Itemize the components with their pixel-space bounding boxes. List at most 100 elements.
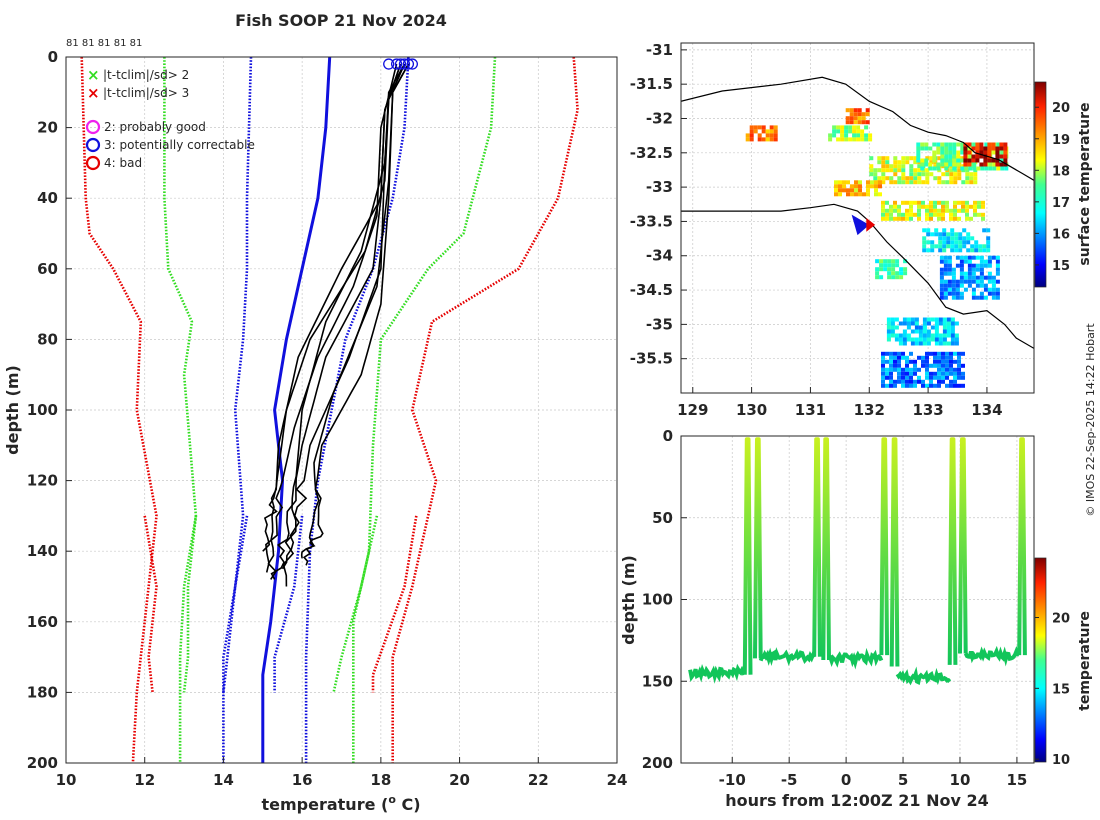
- sst-cell: [905, 371, 909, 376]
- sst-cell: [909, 371, 913, 376]
- sst-cell: [914, 317, 919, 322]
- sst-cell: [991, 275, 996, 280]
- sst-cell: [929, 379, 933, 384]
- sst-cell: [972, 166, 977, 171]
- sst-cell: [901, 367, 905, 372]
- sst-cell: [934, 244, 939, 249]
- sst-cell: [939, 279, 944, 284]
- sst-cell: [845, 116, 850, 121]
- sst-cell: [984, 142, 989, 147]
- sst-cell: [889, 212, 893, 217]
- sst-cell: [845, 108, 850, 113]
- sst-cell: [939, 291, 944, 296]
- sst-cell: [929, 172, 934, 177]
- sst-cell: [1003, 162, 1008, 167]
- sst-cell: [881, 359, 885, 364]
- sst-cell: [977, 200, 981, 205]
- sst-cell: [957, 355, 961, 360]
- sst-cell: [992, 166, 997, 171]
- sst-cell: [960, 166, 965, 171]
- sst-cell: [929, 363, 933, 368]
- map-colorbar-tick-label: 19: [1052, 133, 1070, 148]
- sst-cell: [933, 355, 937, 360]
- sst-cell: [995, 150, 1000, 155]
- sst-cell: [957, 383, 961, 388]
- sst-cell: [925, 367, 929, 372]
- sst-cell: [951, 275, 956, 280]
- timeseries-x-ticks: -10 -5 0 5 10 15: [719, 757, 1027, 789]
- sst-cell: [836, 137, 841, 142]
- sst-cell: [929, 216, 933, 221]
- sst-cell: [842, 188, 846, 193]
- sst-cell: [934, 232, 939, 237]
- sst-cell: [905, 367, 909, 372]
- sst-cell: [939, 295, 944, 300]
- sst-cell: [886, 325, 891, 330]
- sst-heatmap: [745, 108, 1009, 388]
- profile-y-tick-label: 140: [27, 542, 58, 560]
- sst-cell: [942, 236, 947, 241]
- sst-cell: [947, 279, 952, 284]
- sst-cell: [974, 244, 979, 249]
- sst-cell: [963, 287, 968, 292]
- map-axes-frame: [680, 42, 1035, 394]
- sst-cell: [917, 168, 922, 173]
- sst-cell: [925, 176, 930, 181]
- sst-cell: [898, 321, 903, 326]
- sst-cell: [881, 204, 885, 209]
- sst-cell: [973, 176, 978, 181]
- sst-cell: [925, 383, 929, 388]
- sst-cell: [925, 359, 929, 364]
- sst-cell: [930, 317, 935, 322]
- sst-cell: [881, 375, 885, 380]
- climatology-blue-dotted-line: [222, 515, 249, 693]
- sst-cell: [963, 162, 968, 167]
- sst-cell: [937, 371, 941, 376]
- sst-cell: [946, 244, 951, 249]
- sst-cell: [885, 367, 889, 372]
- sst-cell: [959, 255, 964, 260]
- sst-cell: [967, 279, 972, 284]
- sst-cell: [937, 379, 941, 384]
- sst-cell: [899, 275, 904, 280]
- sst-cell: [963, 150, 968, 155]
- sst-cell: [868, 137, 873, 142]
- sst-cell: [885, 168, 890, 173]
- sst-cell: [828, 133, 833, 138]
- sst-cell: [941, 351, 945, 356]
- bottom-tow-segment: [895, 666, 952, 686]
- sst-cell: [749, 133, 754, 138]
- sst-cell: [953, 351, 957, 356]
- sst-cell: [885, 164, 890, 169]
- sst-cell: [921, 359, 925, 364]
- sst-cell: [938, 236, 943, 241]
- sst-cell: [953, 216, 957, 221]
- sst-cell: [898, 333, 903, 338]
- sst-cell: [913, 156, 918, 161]
- sst-cell: [995, 259, 1000, 264]
- sst-cell: [926, 321, 931, 326]
- sst-cell: [890, 325, 895, 330]
- sst-cell: [950, 329, 955, 334]
- sst-cell: [893, 200, 897, 205]
- sst-cell: [909, 383, 913, 388]
- sst-cell: [928, 162, 933, 167]
- sst-cell: [893, 160, 898, 165]
- sst-cell: [929, 375, 933, 380]
- sst-cell: [765, 129, 770, 134]
- profile-x-tick-label: 14: [213, 771, 234, 789]
- sst-cell: [947, 291, 952, 296]
- sst-cell: [901, 383, 905, 388]
- sst-cell: [987, 275, 992, 280]
- sst-cell: [909, 359, 913, 364]
- sst-cell: [757, 137, 762, 142]
- climatology-blue-dotted-line: [304, 57, 410, 763]
- sst-cell: [849, 120, 854, 125]
- map-colorbar: [1034, 81, 1047, 288]
- sst-cell: [869, 168, 874, 173]
- sst-cell: [943, 295, 948, 300]
- sst-cell: [906, 337, 911, 342]
- sst-cell: [1000, 166, 1005, 171]
- profile-x-tick-label: 18: [370, 771, 391, 789]
- sst-cell: [885, 375, 889, 380]
